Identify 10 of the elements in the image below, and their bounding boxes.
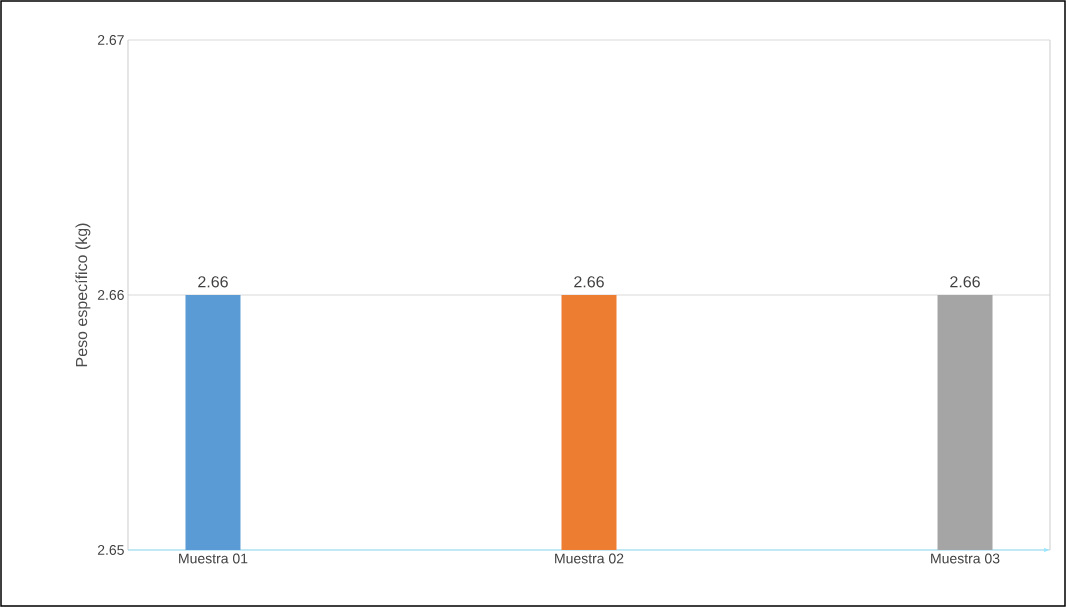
data-label: 2.66 — [950, 276, 980, 288]
y-tick-label: 2.67 — [97, 35, 124, 45]
x-tick-label: Muestra 03 — [931, 553, 1000, 564]
x-tick-label: Muestra 01 — [179, 553, 248, 564]
y-tick-label: 2.66 — [97, 290, 124, 300]
y-tick-label: 2.65 — [97, 545, 124, 555]
y-axis-title: Peso específico (kg) — [75, 223, 91, 367]
data-label: 2.66 — [574, 276, 604, 288]
x-tick-label: Muestra 02 — [555, 553, 624, 564]
data-label: 2.66 — [198, 276, 228, 288]
